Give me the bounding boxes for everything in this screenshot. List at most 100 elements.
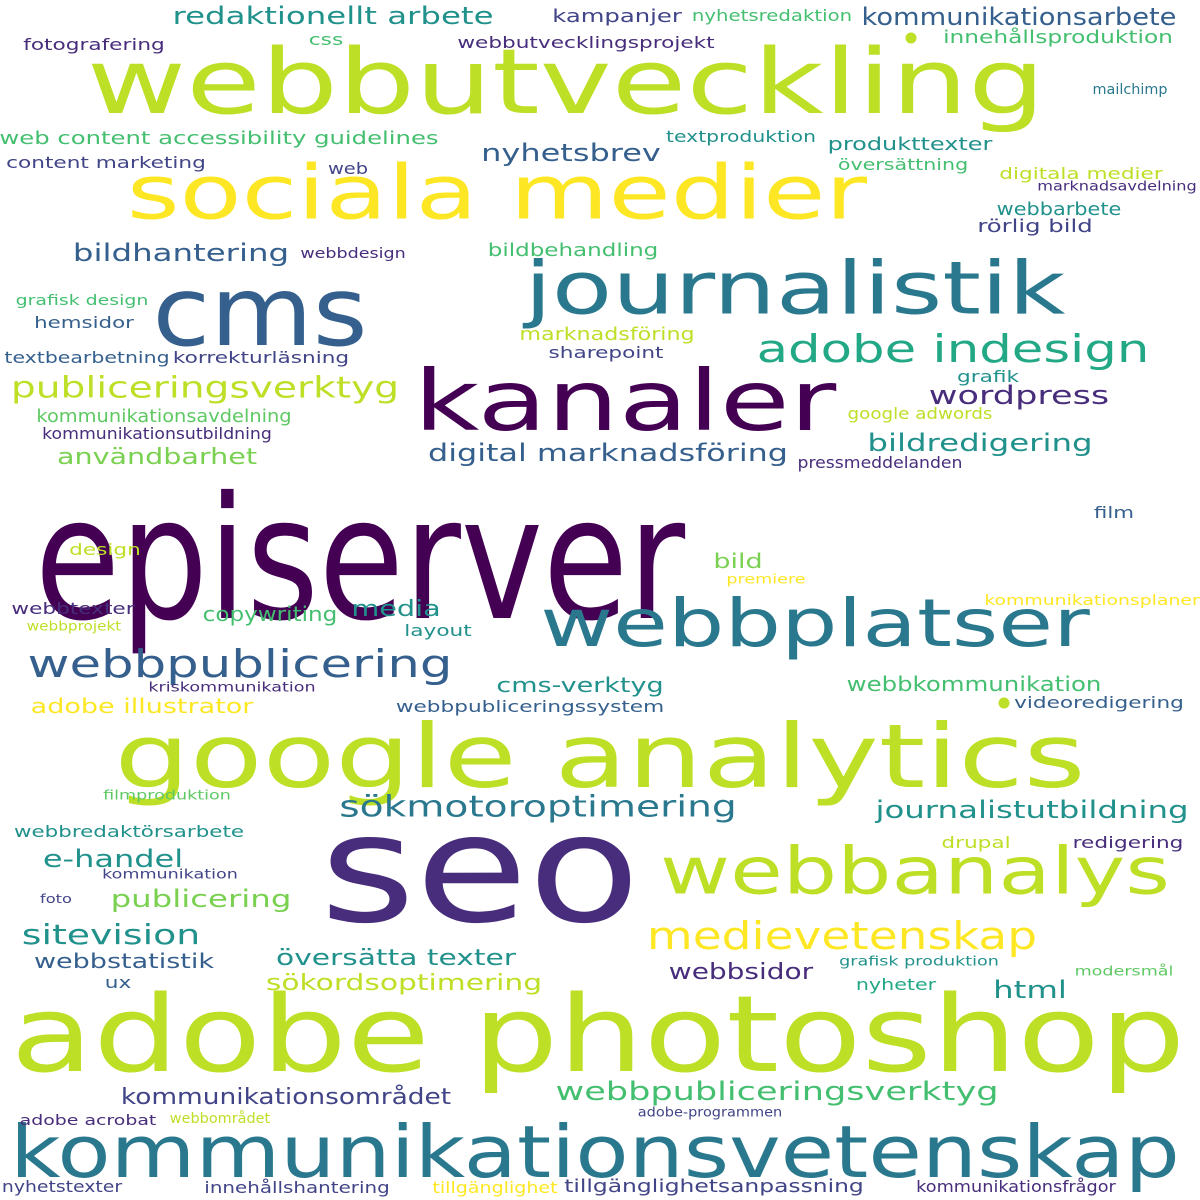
word-publiceringsverktyg: publiceringsverktyg	[10, 370, 400, 405]
word-webbtexter: webbtexter	[11, 599, 135, 618]
word-redaktionellt-arbete: redaktionellt arbete	[172, 2, 494, 30]
word-kommunikationsarbete: kommunikationsarbete	[861, 3, 1177, 31]
word-webbarbete: webbarbete	[996, 199, 1122, 220]
word-kommunikationsfragor: kommunikationsfrågor	[916, 1177, 1116, 1196]
word-medievetenskap: medievetenskap	[646, 914, 1038, 958]
word-hemsidor: hemsidor	[34, 313, 134, 332]
word-webbpublicering: webbpublicering	[27, 642, 453, 686]
word-css: css	[308, 30, 344, 49]
word-google-adwords: google adwords	[847, 404, 993, 423]
word-webbanalys: webbanalys	[660, 834, 1170, 910]
word-wordpress: wordpress	[928, 381, 1110, 411]
word-innehallshantering: innehållshantering	[204, 1178, 390, 1197]
word-webbprojekt: webbprojekt	[26, 619, 122, 635]
word-publicering: publicering	[110, 885, 292, 913]
word-html: html	[993, 976, 1067, 1004]
word-videoredigering: videoredigering	[1014, 693, 1184, 712]
word-seo: seo	[319, 783, 641, 957]
word-anvandbarhet: användbarhet	[56, 445, 258, 470]
word-ux: ux	[104, 973, 132, 992]
word-webbutveckling: webbutveckling	[86, 30, 1046, 135]
word-kommunikationsvetenskap: kommunikationsvetenskap	[10, 1110, 1180, 1194]
word-kanaler: kanaler	[413, 352, 837, 450]
word-grafisk-produktion: grafisk produktion	[839, 954, 999, 970]
word-innehallsproduktion: innehållsproduktion	[943, 27, 1173, 48]
decorative-dot	[905, 32, 917, 44]
word-webbutvecklingsprojekt: webbutvecklingsprojekt	[457, 33, 715, 52]
word-nyhetsbrev: nyhetsbrev	[481, 139, 661, 167]
word-tillganglighet: tillgänglighet	[432, 1178, 558, 1197]
word-textproduktion: textproduktion	[666, 127, 816, 146]
word-webbdesign: webbdesign	[300, 246, 406, 262]
word-nyhetstexter: nyhetstexter	[1, 1177, 123, 1196]
word-kommunikationsplaner: kommunikationsplaner	[984, 593, 1200, 609]
word-mailchimp: mailchimp	[1092, 82, 1168, 98]
word-sharepoint: sharepoint	[548, 343, 664, 362]
word-bildbehandling: bildbehandling	[487, 240, 659, 261]
word-webbpubliceringsverktyg: webbpubliceringsverktyg	[555, 1077, 999, 1107]
word-webbstatistik: webbstatistik	[33, 949, 215, 973]
word-nyheter: nyheter	[855, 975, 937, 994]
word-cms: cms	[152, 256, 368, 368]
word-kommunikationsavdelning: kommunikationsavdelning	[36, 406, 292, 427]
word-journalistutbildning: journalistutbildning	[875, 796, 1189, 824]
word-adobe-programmen: adobe-programmen	[637, 1105, 783, 1121]
word-grafisk-design: grafisk design	[15, 293, 149, 309]
word-e-handel: e-handel	[42, 845, 184, 873]
word-google-analytics: google analytics	[114, 705, 1086, 808]
word-cms-verktyg: cms-verktyg	[496, 673, 664, 697]
word-journalistik: journalistik	[524, 246, 1066, 332]
decorative-dot	[998, 697, 1010, 709]
word-filmproduktion: filmproduktion	[103, 788, 231, 804]
word-layout: layout	[404, 621, 472, 640]
word-pressmeddelanden: pressmeddelanden	[797, 453, 963, 472]
word-design: design	[69, 540, 141, 559]
word-bildredigering: bildredigering	[867, 429, 1093, 457]
word-oversattning: översättning	[837, 155, 969, 174]
word-media: media	[351, 597, 441, 622]
word-webbomradet: webbområdet	[169, 1111, 271, 1127]
word-copywriting: copywriting	[202, 602, 338, 626]
word-rorlig-bild: rörlig bild	[977, 216, 1093, 237]
word-webbkommunikation: webbkommunikation	[846, 672, 1102, 696]
word-adobe-illustrator: adobe illustrator	[30, 694, 254, 718]
word-digitala-medier: digitala medier	[999, 164, 1163, 183]
word-webbredaktorsarbete: webbredaktörsarbete	[14, 822, 244, 841]
word-web-content-accessibility-guidelines: web content accessibility guidelines	[0, 128, 439, 149]
word-drupal: drupal	[941, 833, 1011, 852]
word-kriskommunikation: kriskommunikation	[148, 680, 316, 696]
word-oversatta-texter: översätta texter	[276, 946, 516, 971]
word-kommunikationsutbildning: kommunikationsutbildning	[42, 424, 272, 443]
word-sociala-medier: sociala medier	[126, 148, 868, 237]
word-sokordsoptimering: sökordsoptimering	[265, 971, 543, 996]
word-modersmal: modersmål	[1074, 964, 1174, 980]
word-foto: foto	[40, 892, 72, 906]
word-nyhetsredaktion: nyhetsredaktion	[691, 6, 853, 25]
word-fotografering: fotografering	[23, 35, 165, 54]
word-korrekturlasning: korrekturläsning	[172, 348, 350, 367]
word-bild: bild	[713, 549, 763, 573]
word-film: film	[1093, 503, 1135, 522]
word-episerver: episerver	[34, 461, 686, 659]
word-sokmotoroptimering: sökmotoroptimering	[339, 789, 737, 824]
word-grafik: grafik	[957, 367, 1019, 386]
word-content-marketing: content marketing	[6, 153, 206, 172]
word-webbpubliceringssystem: webbpubliceringssystem	[395, 697, 665, 716]
word-webbplatser: webbplatser	[540, 585, 1090, 662]
word-textbearbetning: textbearbetning	[4, 348, 170, 367]
word-redigering: redigering	[1072, 833, 1184, 852]
word-marknadsforing: marknadsföring	[519, 324, 695, 345]
word-tillganglighetsanpassning: tillgänglighetsanpassning	[564, 1176, 864, 1197]
word-web: web	[327, 159, 369, 178]
word-kampanjer: kampanjer	[552, 6, 682, 27]
word-adobe-indesign: adobe indesign	[756, 327, 1150, 371]
word-kommunikationsomradet: kommunikationsområdet	[120, 1085, 452, 1110]
word-sitevision: sitevision	[21, 918, 201, 951]
word-marknadsavdelning: marknadsavdelning	[1037, 179, 1197, 195]
word-bildhantering: bildhantering	[72, 239, 290, 267]
word-webbsidor: webbsidor	[668, 960, 814, 985]
word-kommunikation: kommunikation	[102, 867, 238, 883]
word-produkttexter: produkttexter	[827, 134, 993, 155]
word-digital-marknadsforing: digital marknadsföring	[428, 439, 788, 467]
